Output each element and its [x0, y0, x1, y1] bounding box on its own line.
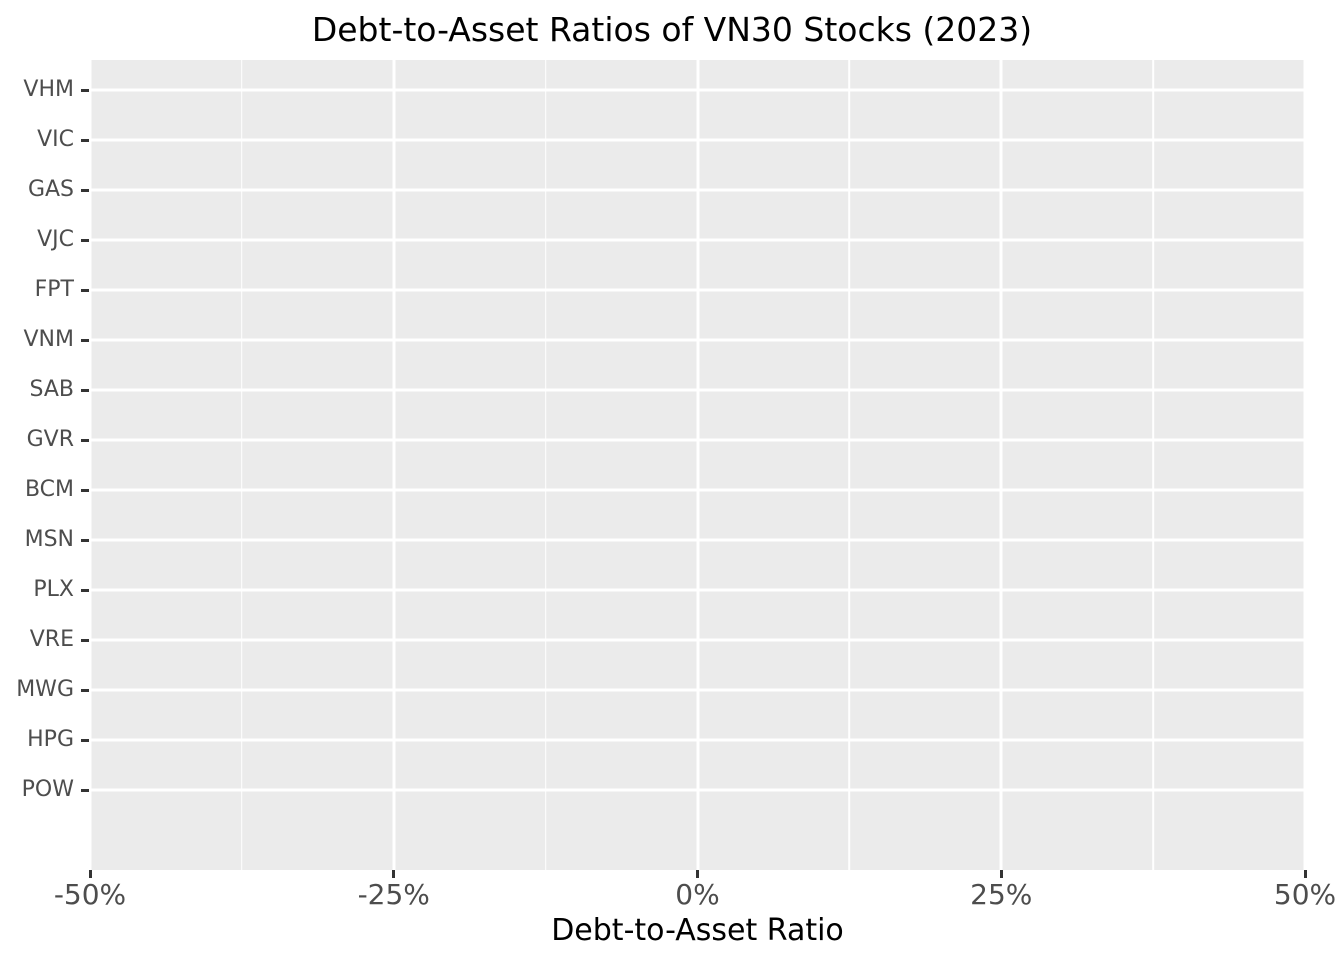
y-tick-label-mwg: MWG: [16, 677, 74, 702]
y-axis-tick-pow: [81, 788, 89, 792]
y-tick-label-sab: SAB: [29, 377, 74, 402]
y-tick-label-gas: GAS: [27, 177, 74, 202]
x-tick-label-4: 50%: [1273, 878, 1337, 911]
y-axis-tick-vjc: [81, 238, 89, 242]
x-tick-label-1: -25%: [357, 878, 430, 911]
y-axis-tick-sab: [81, 388, 89, 392]
y-axis-tick-msn: [81, 538, 89, 542]
y-tick-label-vic: VIC: [37, 127, 74, 152]
x-axis-tick-2: [696, 870, 699, 878]
x-axis-tick-0: [88, 870, 92, 878]
v-gridline-major-0: [90, 60, 92, 870]
x-tick-label-3: 25%: [970, 878, 1033, 911]
y-tick-label-plx: PLX: [33, 577, 74, 602]
y-axis-tick-plx: [81, 588, 89, 592]
y-tick-label-vjc: VJC: [37, 227, 74, 252]
y-tick-label-vre: VRE: [29, 627, 74, 652]
y-tick-label-pow: POW: [21, 777, 74, 802]
y-axis-tick-gas: [81, 188, 89, 192]
y-axis-tick-vnm: [81, 338, 89, 342]
v-gridline-major-1: [392, 60, 396, 870]
x-axis-tick-4: [1303, 870, 1307, 878]
v-gridline-minor-2: [848, 60, 851, 870]
y-tick-label-hpg: HPG: [27, 727, 74, 752]
v-gridline-minor-3: [1152, 60, 1154, 870]
v-gridline-minor-1: [544, 60, 547, 870]
plot-panel: [90, 60, 1305, 870]
y-axis-tick-mwg: [81, 688, 89, 692]
y-tick-label-gvr: GVR: [26, 427, 74, 452]
y-axis-tick-fpt: [81, 288, 89, 292]
y-axis-tick-hpg: [81, 738, 89, 742]
v-gridline-major-2: [696, 60, 699, 870]
y-axis-tick-vic: [81, 138, 89, 142]
y-axis-tick-vhm: [81, 88, 89, 92]
y-tick-label-msn: MSN: [24, 527, 74, 552]
y-axis-tick-vre: [81, 638, 89, 642]
x-axis-title: Debt-to-Asset Ratio: [551, 913, 844, 948]
v-gridline-minor-0: [241, 60, 243, 870]
y-tick-label-fpt: FPT: [34, 277, 74, 302]
y-axis-tick-gvr: [81, 438, 89, 442]
chart-title: Debt-to-Asset Ratios of VN30 Stocks (202…: [311, 10, 1033, 49]
x-tick-label-2: 0%: [675, 878, 720, 911]
v-gridline-major-3: [999, 60, 1003, 870]
y-tick-label-vnm: VNM: [23, 327, 75, 352]
v-gridline-major-4: [1303, 60, 1305, 870]
y-tick-label-bcm: BCM: [24, 477, 74, 502]
x-axis-tick-1: [392, 870, 396, 878]
x-axis-tick-3: [999, 870, 1003, 878]
y-tick-label-vhm: VHM: [23, 77, 74, 102]
x-tick-label-0: -50%: [53, 878, 127, 911]
y-axis-tick-bcm: [81, 488, 89, 492]
